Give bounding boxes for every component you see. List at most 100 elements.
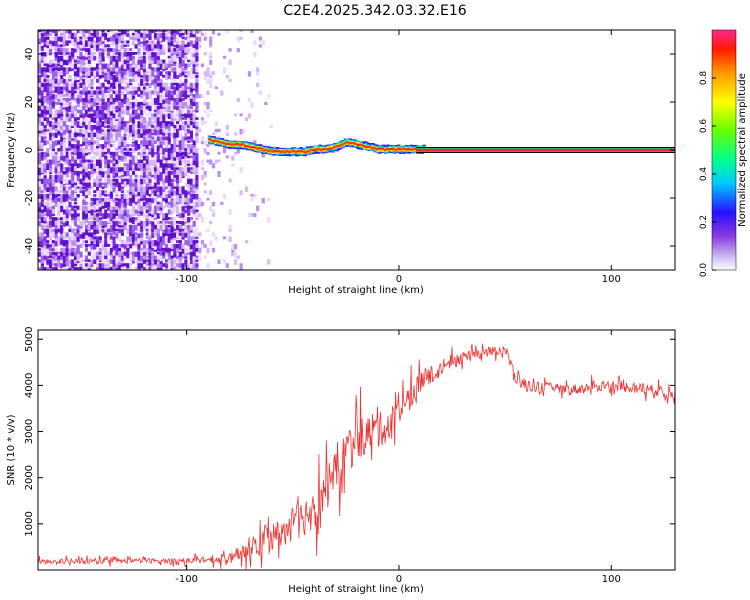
heatmap-cell <box>96 240 100 246</box>
heatmap-cell <box>156 190 160 195</box>
heatmap-cell <box>209 190 213 195</box>
heatmap-cell <box>206 113 210 118</box>
heatmap-cell <box>120 90 124 95</box>
heatmap-cell <box>153 155 158 159</box>
heatmap-cell <box>173 113 177 120</box>
heatmap-cell <box>54 251 58 256</box>
heatmap-cell <box>159 44 163 50</box>
heatmap-cell <box>79 71 83 76</box>
heatmap-cell <box>62 148 66 153</box>
heatmap-cell <box>71 63 75 69</box>
heatmap-cell <box>176 228 180 234</box>
heatmap-cell <box>51 255 55 260</box>
heatmap-cell <box>181 232 185 238</box>
heatmap-cell <box>76 78 80 82</box>
heatmap-cell <box>126 217 130 223</box>
heatmap-cell <box>46 194 50 199</box>
heatmap-cell <box>104 140 108 144</box>
heatmap-cell <box>145 55 149 62</box>
heatmap-cell <box>173 220 177 226</box>
heatmap-cell <box>267 94 271 98</box>
heatmap-cell <box>71 32 75 38</box>
heatmap-cell <box>71 94 75 100</box>
heatmap-cell <box>129 186 133 193</box>
heatmap-cell <box>126 163 130 169</box>
heatmap-cell <box>118 259 122 265</box>
heatmap-cell <box>73 113 78 117</box>
heatmap-cell <box>123 63 127 70</box>
heatmap-cell <box>43 124 47 129</box>
heatmap-cell <box>118 159 122 163</box>
heatmap-cell <box>40 105 44 109</box>
heatmap-cell <box>159 78 163 83</box>
heatmap-cell <box>126 151 130 157</box>
heatmap-cell <box>192 75 196 79</box>
heatmap-cell <box>156 151 160 156</box>
heatmap-cell <box>87 44 91 48</box>
heatmap-cell <box>57 163 61 167</box>
heatmap-cell <box>107 90 111 94</box>
heatmap-cell <box>118 148 122 153</box>
heatmap-cell <box>118 182 122 187</box>
heatmap-cell <box>71 244 75 247</box>
heatmap-cell <box>101 44 105 49</box>
heatmap-cell <box>151 121 155 125</box>
heatmap-cell <box>49 59 53 65</box>
heatmap-cell <box>129 48 133 52</box>
heatmap-cell <box>60 67 64 71</box>
heatmap-cell <box>189 259 193 264</box>
heatmap-cell <box>93 109 97 114</box>
heatmap-cell <box>167 178 171 184</box>
heatmap-cell <box>118 113 122 118</box>
heatmap-cell <box>51 194 55 200</box>
heatmap-cell <box>40 255 44 261</box>
heatmap-cell <box>140 255 144 262</box>
heatmap-cell <box>68 52 72 56</box>
heatmap-cell <box>101 224 105 228</box>
heatmap-cell <box>82 36 86 42</box>
heatmap-cell <box>239 128 243 135</box>
heatmap-cell <box>151 247 155 252</box>
heatmap-cell <box>178 128 182 133</box>
heatmap-cell <box>43 132 47 136</box>
heatmap-cell <box>173 232 177 238</box>
heatmap-cell <box>112 98 116 103</box>
heatmap-cell <box>211 213 216 217</box>
heatmap-cell <box>167 48 171 53</box>
heatmap-cell <box>79 98 83 103</box>
heatmap-cell <box>256 67 260 72</box>
heatmap-cell <box>189 132 193 139</box>
heatmap-cell <box>140 105 144 109</box>
heatmap-cell <box>198 255 202 261</box>
heatmap-cell <box>51 117 55 120</box>
heatmap-cell <box>93 55 97 61</box>
heatmap-cell <box>65 236 69 240</box>
heatmap-cell <box>51 105 55 109</box>
heatmap-cell <box>118 155 122 160</box>
heatmap-cell <box>84 228 89 235</box>
heatmap-cell <box>82 217 86 221</box>
heatmap-cell <box>140 205 144 212</box>
heatmap-cell <box>82 267 86 270</box>
heatmap-cell <box>40 90 44 96</box>
heatmap-cell <box>225 132 229 137</box>
heatmap-cell <box>131 78 136 83</box>
heatmap-cell <box>151 67 155 71</box>
heatmap-cell <box>51 197 55 203</box>
heatmap-cell <box>112 52 116 56</box>
heatmap-cell <box>98 151 102 158</box>
heatmap-cell <box>148 117 152 121</box>
heatmap-cell <box>189 144 193 149</box>
heatmap-cell <box>73 78 78 85</box>
heatmap-cell <box>170 267 174 270</box>
heatmap-cell <box>123 78 127 85</box>
heatmap-cell <box>84 236 89 241</box>
heatmap-cell <box>148 63 152 69</box>
heatmap-cell <box>192 82 196 89</box>
heatmap-cell <box>107 32 111 38</box>
heatmap-cell <box>79 82 83 88</box>
heatmap-cell <box>73 144 78 149</box>
heatmap-cell <box>98 30 102 33</box>
heatmap-cell <box>151 144 155 149</box>
ridge-cell <box>269 149 273 152</box>
